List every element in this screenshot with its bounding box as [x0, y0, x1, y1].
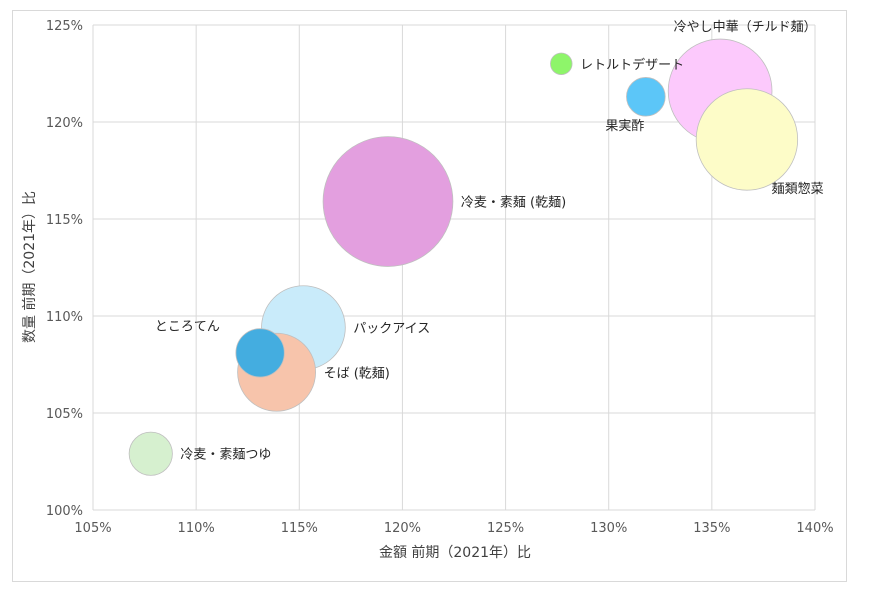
x-tick-label: 140% [796, 521, 833, 536]
x-tick-labels: 105% 110% 115% 120% 125% 130% 135% 140% [74, 521, 833, 536]
x-tick-label: 110% [178, 521, 215, 536]
bubble-label: そば (乾麺) [324, 366, 390, 381]
bubble [550, 52, 573, 76]
y-tick-label: 115% [46, 213, 83, 228]
y-tick-label: 105% [46, 407, 83, 422]
bubble-label: レトルトデザート [580, 57, 684, 73]
x-tick-label: 130% [590, 521, 627, 536]
bubble [626, 77, 666, 117]
x-tick-label: 135% [693, 521, 730, 536]
y-axis-title: 数量 前期（2021年）比 [21, 191, 38, 343]
y-tick-label: 100% [46, 504, 83, 519]
bubble-label: 果実酢 [605, 118, 644, 134]
bubble-label: 麺類惣菜 [772, 182, 824, 197]
bubble [235, 328, 285, 378]
bubble [128, 431, 173, 476]
y-tick-label: 125% [46, 19, 83, 34]
x-tick-label: 105% [74, 521, 111, 536]
y-tick-labels: 100% 105% 110% 115% 120% 125% [46, 19, 83, 519]
bubbles [128, 38, 799, 476]
x-axis-title: 金額 前期（2021年）比 [379, 544, 531, 561]
gridlines [92, 24, 816, 511]
bubble-label: パックアイス [353, 322, 430, 337]
y-tick-label: 110% [46, 310, 83, 325]
bubble-label: 冷麦・素麺 (乾麺) [461, 196, 566, 211]
bubble [322, 136, 454, 267]
bubble [695, 88, 799, 191]
x-tick-label: 125% [487, 521, 524, 536]
bubble-labels: 冷麦・素麺つゆ そば (乾麺) パックアイス ところてん 冷麦・素麺 (乾麺) レトルトデ… [155, 20, 824, 463]
bubble-label: 冷麦・素麺つゆ [180, 448, 271, 463]
chart-frame [12, 10, 847, 582]
y-tick-label: 120% [46, 116, 83, 131]
bubble-label: 冷やし中華（チルド麺） [674, 20, 817, 35]
x-tick-label: 120% [384, 521, 421, 536]
bubble-label: ところてん [155, 320, 220, 335]
x-tick-label: 115% [281, 521, 318, 536]
